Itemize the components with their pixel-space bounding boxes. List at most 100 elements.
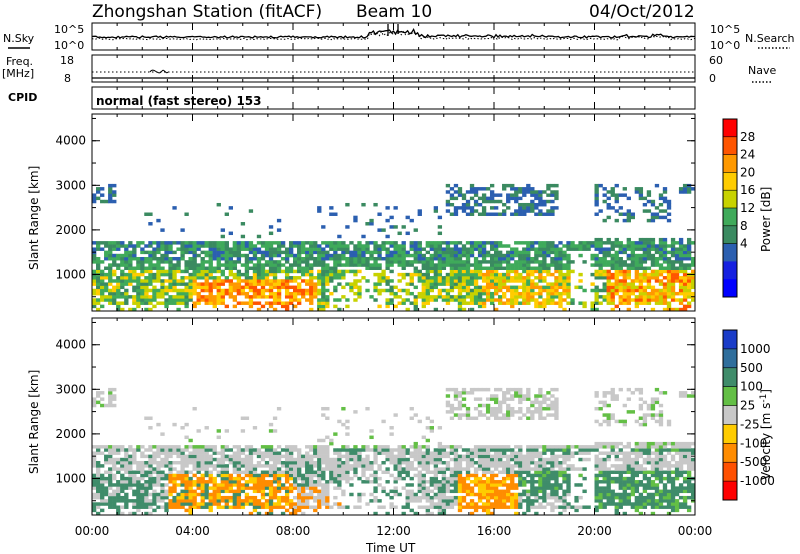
- heatmap-cell: [252, 495, 258, 500]
- heatmap-cell: [445, 489, 451, 494]
- heatmap-cell: [526, 295, 531, 299]
- heatmap-cell: [124, 298, 129, 302]
- heatmap-cell: [477, 202, 483, 207]
- heatmap-cell: [554, 400, 559, 405]
- heatmap-cell: [489, 183, 495, 188]
- heatmap-cell: [240, 279, 246, 283]
- heatmap-cell: [457, 495, 463, 500]
- heatmap-cell: [100, 451, 105, 455]
- heatmap-cell: [538, 457, 543, 462]
- heatmap-cell: [337, 276, 342, 280]
- heatmap-cell: [232, 454, 238, 459]
- heatmap-cell: [506, 279, 511, 283]
- heatmap-cell: [477, 445, 483, 449]
- heatmap-cell: [566, 448, 571, 452]
- heatmap-cell: [437, 241, 443, 245]
- heatmap-cell: [144, 282, 149, 286]
- heatmap-cell: [248, 250, 254, 255]
- heatmap-cell: [309, 445, 314, 449]
- heatmap-cell: [421, 276, 426, 280]
- heatmap-cell: [365, 244, 370, 248]
- heatmap-cell: [421, 288, 426, 293]
- heatmap-cell: [510, 486, 515, 490]
- heatmap-cell: [630, 260, 635, 264]
- heatmap-cell: [594, 244, 599, 248]
- heatmap-cell: [477, 295, 483, 299]
- heatmap-cell: [510, 295, 515, 299]
- heatmap-cell: [264, 464, 270, 468]
- heatmap-cell: [558, 241, 563, 245]
- heatmap-cell: [477, 196, 483, 201]
- heatmap-cell: [590, 304, 595, 309]
- heatmap-cell: [341, 256, 346, 261]
- heatmap-cell: [469, 499, 475, 503]
- heatmap-cell: [522, 467, 527, 471]
- heatmap-cell: [196, 247, 201, 251]
- heatmap-cell: [385, 304, 390, 309]
- heatmap-cell: [385, 457, 390, 462]
- heatmap-cell: [148, 256, 153, 261]
- heatmap-cell: [409, 276, 414, 280]
- heatmap-cell: [453, 445, 459, 449]
- nsearch-label: N.Search: [745, 32, 795, 45]
- heatmap-cell: [317, 467, 322, 471]
- heatmap-cell: [477, 480, 483, 484]
- heatmap-cell: [361, 263, 366, 267]
- heatmap-cell: [602, 263, 607, 267]
- heatmap-cell: [268, 247, 274, 251]
- heatmap-cell: [124, 291, 129, 296]
- heatmap-cell: [196, 460, 201, 465]
- heatmap-cell: [666, 285, 672, 290]
- heatmap-cell: [622, 285, 627, 290]
- heatmap-cell: [216, 429, 221, 433]
- heatmap-cell: [542, 247, 547, 251]
- heatmap-cell: [534, 460, 539, 465]
- heatmap-cell: [670, 279, 676, 283]
- heatmap-cell: [570, 260, 575, 264]
- heatmap-cell: [272, 247, 278, 251]
- heatmap-cell: [276, 282, 282, 286]
- heatmap-cell: [449, 416, 455, 420]
- heatmap-cell: [176, 460, 181, 465]
- heatmap-cell: [550, 241, 555, 245]
- heatmap-cell: [148, 505, 153, 509]
- heatmap-cell: [618, 247, 623, 251]
- heatmap-cell: [160, 256, 165, 261]
- heatmap-cell: [469, 502, 475, 506]
- heatmap-cell: [650, 276, 656, 280]
- heatmap-cell: [598, 400, 603, 405]
- heatmap-cell: [345, 256, 350, 261]
- heatmap-cell: [301, 454, 306, 459]
- heatmap-cell: [276, 502, 282, 506]
- heatmap-cell: [148, 244, 153, 248]
- heatmap-cell: [614, 183, 619, 188]
- heatmap-cell: [413, 253, 418, 258]
- heatmap-cell: [216, 470, 221, 474]
- heatmap-cell: [252, 282, 258, 286]
- heatmap-cell: [156, 454, 161, 459]
- heatmap-cell: [682, 279, 688, 283]
- heatmap-cell: [514, 209, 519, 213]
- heatmap-cell: [341, 460, 346, 465]
- heatmap-cell: [566, 244, 571, 248]
- heatmap-cell: [465, 288, 471, 293]
- heatmap-cell: [272, 454, 278, 459]
- heatmap-cell: [337, 502, 342, 506]
- heatmap-cell: [268, 489, 274, 494]
- heatmap-cell: [272, 451, 278, 455]
- heatmap-cell: [200, 454, 205, 459]
- heatmap-cell: [140, 473, 145, 478]
- heatmap-cell: [542, 263, 547, 267]
- heatmap-cell: [634, 304, 640, 309]
- heatmap-cell: [361, 470, 366, 474]
- heatmap-cell: [489, 241, 495, 245]
- heatmap-cell: [212, 480, 217, 484]
- heatmap-cell: [534, 253, 539, 258]
- heatmap-cell: [485, 406, 491, 411]
- heatmap-cell: [136, 298, 141, 302]
- heatmap-cell: [526, 502, 531, 506]
- heatmap-cell: [216, 464, 221, 468]
- heatmap-cell: [272, 253, 278, 258]
- heatmap-cell: [453, 473, 459, 478]
- heatmap-cell: [469, 492, 475, 497]
